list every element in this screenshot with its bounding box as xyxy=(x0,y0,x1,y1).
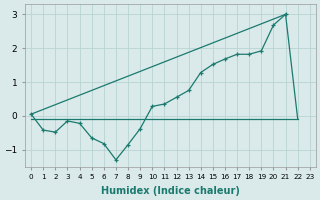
X-axis label: Humidex (Indice chaleur): Humidex (Indice chaleur) xyxy=(101,186,240,196)
